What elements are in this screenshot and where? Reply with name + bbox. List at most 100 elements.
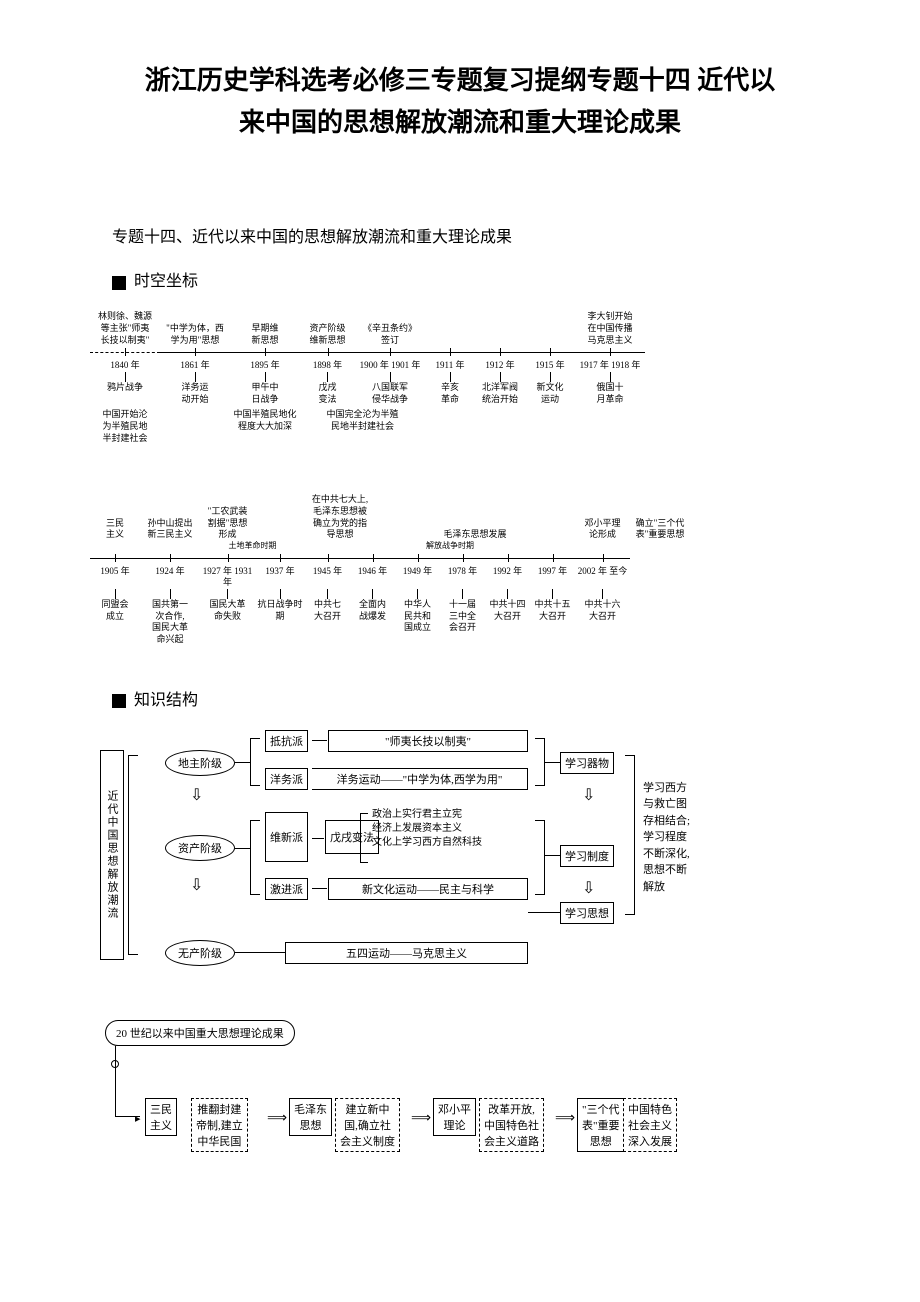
timeline-cell <box>475 409 525 444</box>
bracket-icon <box>535 820 545 895</box>
timeline-cell: 资产阶级 维新思想 <box>300 323 355 346</box>
arrow-right-icon: ⟹ <box>267 1110 287 1127</box>
ks2-title: 20 世纪以来中国重大思想理论成果 <box>105 1020 295 1046</box>
content-wusi: 五四运动——马克思主义 <box>285 942 528 964</box>
timeline-cell: "中学为体，西 学为用"思想 <box>160 323 230 346</box>
title-line1: 浙江历史学科选考必修三专题复习提纲专题十四 近代以 <box>145 66 776 95</box>
timeline-cell: 全面内 战爆发 <box>350 589 395 646</box>
timeline-cell: 1937 年 <box>255 566 305 589</box>
ks2-desc: 推翻封建 帝制,建立 中华民国 <box>191 1098 248 1152</box>
arrow-right-icon: ▸ <box>135 1112 141 1125</box>
content-wuxu: 戊戌变法 <box>325 820 379 854</box>
timeline-cell: 1900 年 1901 年 <box>355 360 425 372</box>
circle-icon <box>111 1060 119 1068</box>
timeline-cell: 抗日战争时期 <box>255 589 305 646</box>
timeline-cell: 毛泽东思想发展 <box>425 529 525 541</box>
ks2-theory: 三民 主义 <box>145 1098 177 1136</box>
ks-summary: 学习西方 与救亡图 存相结合; 学习程度 不断深化, 思想不断 解放 <box>643 780 690 896</box>
timeline-cell: 中共十四 大召开 <box>485 589 530 646</box>
timeline-cell: 新文化 运动 <box>525 372 575 405</box>
timeline-cell: 1912 年 <box>475 360 525 372</box>
timeline-diagram-2: 三民 主义孙中山提出 新三民主义"工农武装 割据"思想 形成在中共七大上, 毛泽… <box>80 484 840 655</box>
ks-left-title-text: 近代中国思想解放潮流 <box>104 790 120 920</box>
ks-left-title: 近代中国思想解放潮流 <box>100 750 124 960</box>
knowledge-diagram-2: 20 世纪以来中国重大思想理论成果 ▸ 三民 主义推翻封建 帝制,建立 中华民国… <box>80 1020 840 1170</box>
title-line2: 来中国的思想解放潮流和重大理论成果 <box>239 108 681 137</box>
timeline-cell: 中国半殖民地化 程度大大加深 <box>230 409 300 444</box>
timeline-cell: 1905 年 <box>90 566 140 589</box>
stage-qiwu: 学习器物 <box>560 752 614 774</box>
timeline-cell: 1949 年 <box>395 566 440 589</box>
timeline-cell: 1898 年 <box>300 360 355 372</box>
timeline-cell: 三民 主义 <box>90 518 140 541</box>
stage-zhidu: 学习制度 <box>560 845 614 867</box>
subtitle: 专题十四、近代以来中国的思想解放潮流和重大理论成果 <box>80 223 840 247</box>
page-title: 浙江历史学科选考必修三专题复习提纲专题十四 近代以 来中国的思想解放潮流和重大理… <box>80 60 840 143</box>
class-proletariat: 无产阶级 <box>165 940 235 966</box>
ks2-theory: 毛泽东 思想 <box>289 1098 332 1136</box>
arrow-down-icon: ⇩ <box>190 875 203 895</box>
timeline-cell: 1915 年 <box>525 360 575 372</box>
timeline-cell: 确立"三个代 表"重要思想 <box>630 518 690 541</box>
arrow-right-icon: ⟹ <box>411 1110 431 1127</box>
timeline-cell: 辛亥 革命 <box>425 372 475 405</box>
timeline-cell: 1992 年 <box>485 566 530 589</box>
heading-knowledge-text: 知识结构 <box>134 692 198 709</box>
timeline-cell: 十一届 三中全 会召开 <box>440 589 485 646</box>
timeline-cell: 中共十六 大召开 <box>575 589 630 646</box>
timeline-cell: 国共第一 次合作, 国民大革 命兴起 <box>140 589 200 646</box>
timeline-cell: 《辛丑条约》 签订 <box>355 323 425 346</box>
content-xinwenhua: 新文化运动——民主与科学 <box>328 878 528 900</box>
timeline-cell: 1895 年 <box>230 360 300 372</box>
ks2-theory: 邓小平 理论 <box>433 1098 476 1136</box>
timeline-cell: 鸦片战争 <box>90 372 160 405</box>
arrow-down-icon: ⇩ <box>582 785 595 805</box>
bracket-icon <box>250 820 260 895</box>
timeline-cell <box>575 541 630 551</box>
class-bourgeois: 资产阶级 <box>165 835 235 861</box>
bracket-icon <box>535 738 545 786</box>
heading-knowledge: 知识结构 <box>80 686 840 710</box>
content-yangwu: 洋务运动——"中学为体,西学为用" <box>312 768 528 790</box>
bracket-icon <box>250 738 260 786</box>
bracket-icon <box>128 755 138 955</box>
faction-weixin: 维新派 <box>265 812 308 862</box>
ks2-desc: 建立新中 国,确立社 会主义制度 <box>335 1098 400 1152</box>
bracket-icon <box>625 755 635 915</box>
timeline-cell <box>525 409 575 444</box>
timeline-cell: 林则徐、魏源 等主张"师夷 长技以制夷" <box>90 311 160 346</box>
heading-timespace-text: 时空坐标 <box>134 273 198 290</box>
timeline-cell: 国民大革 命失败 <box>200 589 255 646</box>
timeline-diagram-1: 林则徐、魏源 等主张"师夷 长技以制夷""中学为体，西 学为用"思想早期维 新思… <box>80 301 840 454</box>
timeline-cell <box>575 409 645 444</box>
heading-timespace: 时空坐标 <box>80 267 840 291</box>
timeline-cell: "工农武装 割据"思想 形成 <box>200 506 255 541</box>
class-landlord: 地主阶级 <box>165 750 235 776</box>
timeline-cell: 中共十五 大召开 <box>530 589 575 646</box>
timeline-cell: 中华人 民共和 国成立 <box>395 589 440 646</box>
timeline-cell: 1978 年 <box>440 566 485 589</box>
timeline-cell: 中共七 大召开 <box>305 589 350 646</box>
timeline-cell: 2002 年 至今 <box>575 566 630 589</box>
timeline-cell <box>525 541 575 551</box>
timeline-cell: 同盟会 成立 <box>90 589 140 646</box>
timeline-cell: 1911 年 <box>425 360 475 372</box>
timeline-cell: 北洋军阀 统治开始 <box>475 372 525 405</box>
timeline-cell: 1927 年 1931 年 <box>200 566 255 589</box>
ks2-theory: "三个代 表"重要 思想 <box>577 1098 625 1152</box>
ks2-desc: 中国特色 社会主义 深入发展 <box>623 1098 677 1152</box>
content-shiyi: "师夷长技以制夷" <box>328 730 528 752</box>
wuxu-detail: 政治上实行君主立宪 经济上发展资本主义 文化上学习西方自然科技 <box>372 808 482 850</box>
timeline-cell: 解放战争时期 <box>375 541 525 551</box>
timeline-cell: 1997 年 <box>530 566 575 589</box>
timeline-cell: 土地革命时期 <box>200 541 305 551</box>
timeline-cell: 1945 年 <box>305 566 350 589</box>
timeline-cell: 俄国十 月革命 <box>575 372 645 405</box>
timeline-cell: 在中共七大上, 毛泽东思想被 确立为党的指 导思想 <box>305 494 375 541</box>
square-icon <box>112 276 126 290</box>
bracket-icon <box>360 813 368 863</box>
ks2-desc: 改革开放, 中国特色社 会主义道路 <box>479 1098 544 1152</box>
timeline-cell: 1917 年 1918 年 <box>575 360 645 372</box>
timeline-cell <box>160 409 230 444</box>
timeline-cell: 八国联军 侵华战争 <box>355 372 425 405</box>
